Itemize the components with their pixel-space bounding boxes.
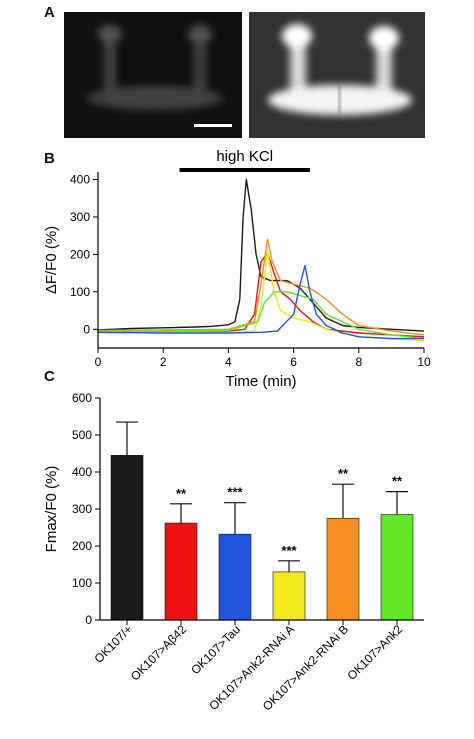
y-tick-label: 300: [70, 210, 90, 224]
image-high-kcl: [249, 12, 425, 138]
series-line-red: [98, 251, 425, 338]
x-tick-label: 8: [355, 355, 362, 369]
y-tick-label: 100: [72, 576, 92, 590]
x-tick-label: 2: [160, 355, 167, 369]
y-tick-label: 300: [72, 502, 92, 516]
series-line-green: [98, 291, 425, 340]
category-label: OK107>Aβ42: [128, 622, 189, 683]
category-label: OK107/+: [91, 622, 135, 666]
significance-label: **: [392, 474, 403, 489]
image-baseline: [64, 12, 242, 138]
panel-label-b: B: [44, 150, 55, 167]
y-tick-label: 400: [70, 172, 90, 186]
y-axis-label: Fmax/F0 (%): [43, 466, 60, 553]
bar-1: [110, 455, 144, 621]
significance-label: ***: [281, 543, 297, 558]
category-label: OK107>Tau: [188, 622, 243, 677]
x-tick-label: 4: [225, 355, 232, 369]
bar-6: [380, 514, 414, 621]
y-tick-label: 200: [70, 247, 90, 261]
y-tick-label: 0: [83, 322, 90, 336]
y-tick-label: 500: [72, 428, 92, 442]
x-tick-label: 10: [417, 355, 431, 369]
bar-4: [272, 571, 306, 621]
x-tick-label: 6: [290, 355, 297, 369]
panel-label-a: A: [44, 4, 55, 21]
stimulus-label: high KCl: [216, 148, 273, 165]
series-line-blue: [97, 264, 424, 340]
significance-label: **: [338, 466, 349, 481]
series-line-black: [97, 178, 425, 332]
bar-3: [218, 533, 252, 621]
significance-label: ***: [227, 485, 243, 500]
category-label: OK107>Ank2: [345, 622, 406, 683]
scale-bar: [194, 124, 232, 127]
x-tick-label: 0: [95, 355, 102, 369]
bar-chart: ** ******** ** OK107/+OK107>Aβ42 OK107>TauO…: [43, 391, 424, 713]
y-tick-label: 400: [72, 465, 92, 479]
bar-2: [164, 522, 198, 621]
y-tick-label: 600: [72, 391, 92, 405]
y-tick-label: 200: [72, 539, 92, 553]
y-axis-label: ΔF/F0 (%): [43, 226, 60, 294]
y-tick-label: 0: [85, 613, 92, 627]
bar-5: [326, 517, 360, 621]
series-line-orange: [97, 238, 425, 336]
significance-label: **: [176, 486, 187, 501]
panel-label-c: C: [44, 368, 55, 385]
y-tick-label: 100: [70, 285, 90, 299]
x-axis-label: Time (min): [225, 373, 296, 390]
